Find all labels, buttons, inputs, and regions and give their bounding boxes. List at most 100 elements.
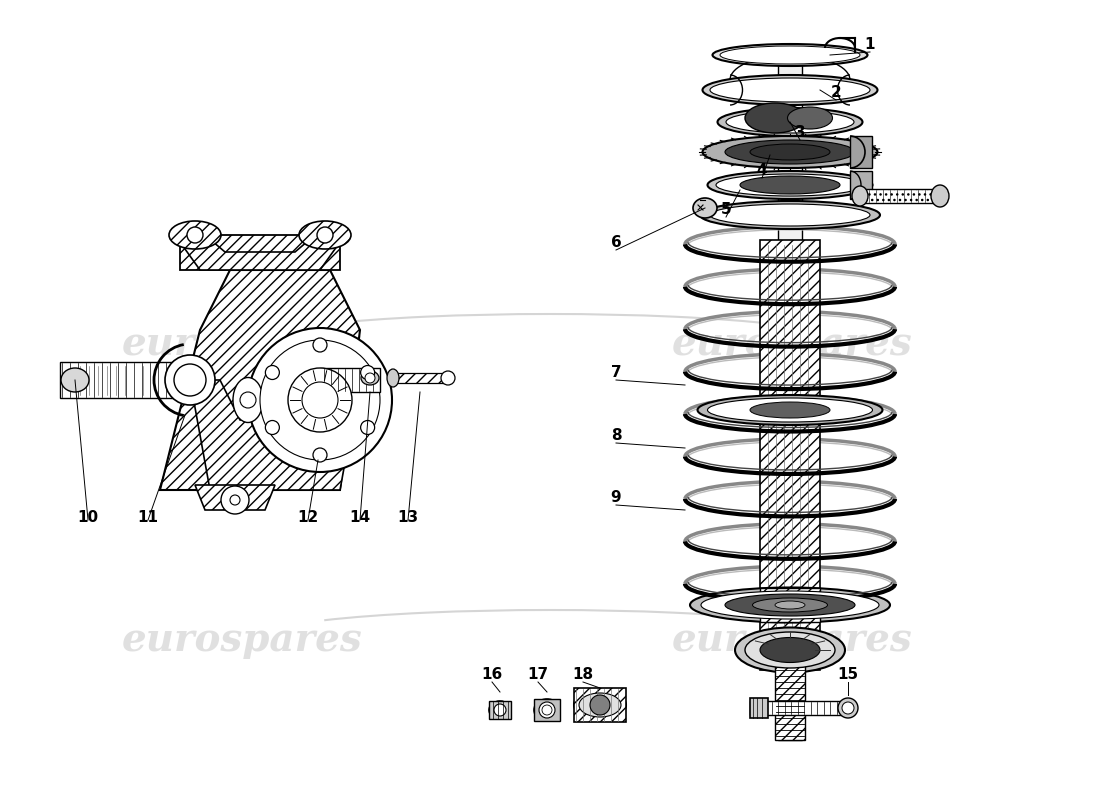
Text: eurospares: eurospares bbox=[672, 621, 912, 659]
Text: 2: 2 bbox=[830, 85, 842, 100]
Bar bbox=[850, 136, 872, 168]
Circle shape bbox=[302, 382, 338, 418]
Ellipse shape bbox=[703, 75, 878, 105]
Text: 5: 5 bbox=[720, 202, 732, 217]
Bar bbox=[490, 701, 512, 719]
Circle shape bbox=[542, 705, 552, 715]
Ellipse shape bbox=[700, 201, 880, 229]
Circle shape bbox=[240, 392, 256, 408]
Ellipse shape bbox=[233, 378, 263, 422]
Text: 15: 15 bbox=[837, 667, 859, 682]
Text: eurospares: eurospares bbox=[122, 621, 362, 659]
Ellipse shape bbox=[169, 221, 221, 249]
Ellipse shape bbox=[710, 78, 870, 102]
Ellipse shape bbox=[60, 368, 89, 392]
Circle shape bbox=[248, 328, 392, 472]
Bar bbox=[320, 368, 379, 392]
Circle shape bbox=[174, 364, 206, 396]
Polygon shape bbox=[195, 485, 275, 510]
Ellipse shape bbox=[701, 591, 879, 619]
Circle shape bbox=[288, 368, 352, 432]
Ellipse shape bbox=[788, 107, 833, 129]
Ellipse shape bbox=[707, 171, 872, 199]
Text: 8: 8 bbox=[610, 428, 621, 443]
Text: 17: 17 bbox=[527, 667, 549, 682]
Ellipse shape bbox=[441, 371, 455, 385]
Circle shape bbox=[314, 338, 327, 352]
Circle shape bbox=[230, 495, 240, 505]
Ellipse shape bbox=[750, 144, 830, 160]
Ellipse shape bbox=[760, 638, 820, 662]
Ellipse shape bbox=[703, 136, 878, 168]
Ellipse shape bbox=[745, 103, 805, 133]
Ellipse shape bbox=[165, 355, 214, 405]
Bar bbox=[180, 235, 340, 270]
Bar bbox=[574, 688, 626, 722]
Text: eurospares: eurospares bbox=[672, 325, 912, 363]
Circle shape bbox=[265, 421, 279, 434]
Ellipse shape bbox=[693, 198, 717, 218]
Text: 16: 16 bbox=[482, 667, 503, 682]
Circle shape bbox=[314, 448, 327, 462]
Text: eurospares: eurospares bbox=[122, 325, 362, 363]
Ellipse shape bbox=[716, 174, 864, 196]
Bar bbox=[760, 240, 820, 670]
Ellipse shape bbox=[361, 371, 379, 385]
Ellipse shape bbox=[713, 44, 868, 66]
Ellipse shape bbox=[852, 186, 868, 206]
Bar bbox=[778, 45, 802, 740]
Ellipse shape bbox=[717, 108, 862, 136]
Bar bbox=[750, 701, 850, 715]
Circle shape bbox=[221, 486, 249, 514]
Ellipse shape bbox=[838, 698, 858, 718]
Circle shape bbox=[590, 695, 610, 715]
Circle shape bbox=[842, 702, 854, 714]
Polygon shape bbox=[160, 270, 360, 490]
Bar bbox=[534, 699, 560, 721]
Text: 14: 14 bbox=[350, 510, 371, 525]
Ellipse shape bbox=[735, 627, 845, 673]
Circle shape bbox=[317, 227, 333, 243]
Circle shape bbox=[361, 421, 375, 434]
Circle shape bbox=[365, 373, 375, 383]
Text: 7: 7 bbox=[610, 365, 621, 380]
Text: 9: 9 bbox=[610, 490, 621, 505]
Polygon shape bbox=[190, 370, 360, 490]
Ellipse shape bbox=[740, 176, 840, 194]
Circle shape bbox=[539, 702, 556, 718]
Ellipse shape bbox=[745, 632, 835, 668]
Ellipse shape bbox=[490, 701, 512, 719]
Ellipse shape bbox=[579, 693, 621, 717]
Circle shape bbox=[260, 340, 379, 460]
Ellipse shape bbox=[776, 601, 805, 609]
Bar bbox=[760, 588, 820, 622]
Ellipse shape bbox=[574, 689, 626, 721]
Ellipse shape bbox=[299, 221, 351, 249]
Text: 11: 11 bbox=[138, 510, 158, 525]
Ellipse shape bbox=[750, 402, 830, 418]
Text: 18: 18 bbox=[572, 667, 594, 682]
Circle shape bbox=[494, 704, 506, 716]
Bar bbox=[393, 373, 448, 383]
Ellipse shape bbox=[387, 369, 399, 387]
Text: 6: 6 bbox=[610, 235, 621, 250]
Circle shape bbox=[265, 366, 279, 379]
Ellipse shape bbox=[710, 204, 870, 226]
Bar bbox=[776, 655, 805, 740]
Ellipse shape bbox=[726, 111, 854, 133]
Polygon shape bbox=[175, 235, 345, 270]
Text: 1: 1 bbox=[865, 37, 876, 52]
Bar bbox=[750, 698, 768, 718]
Circle shape bbox=[361, 366, 375, 379]
Ellipse shape bbox=[697, 395, 882, 425]
Ellipse shape bbox=[707, 398, 872, 422]
Bar bbox=[860, 189, 940, 203]
Circle shape bbox=[187, 227, 204, 243]
Bar bbox=[850, 171, 872, 199]
Ellipse shape bbox=[931, 185, 949, 207]
Bar bbox=[60, 362, 190, 398]
Text: 3: 3 bbox=[794, 125, 805, 140]
Text: 13: 13 bbox=[397, 510, 419, 525]
Ellipse shape bbox=[725, 594, 855, 616]
Ellipse shape bbox=[725, 140, 855, 164]
